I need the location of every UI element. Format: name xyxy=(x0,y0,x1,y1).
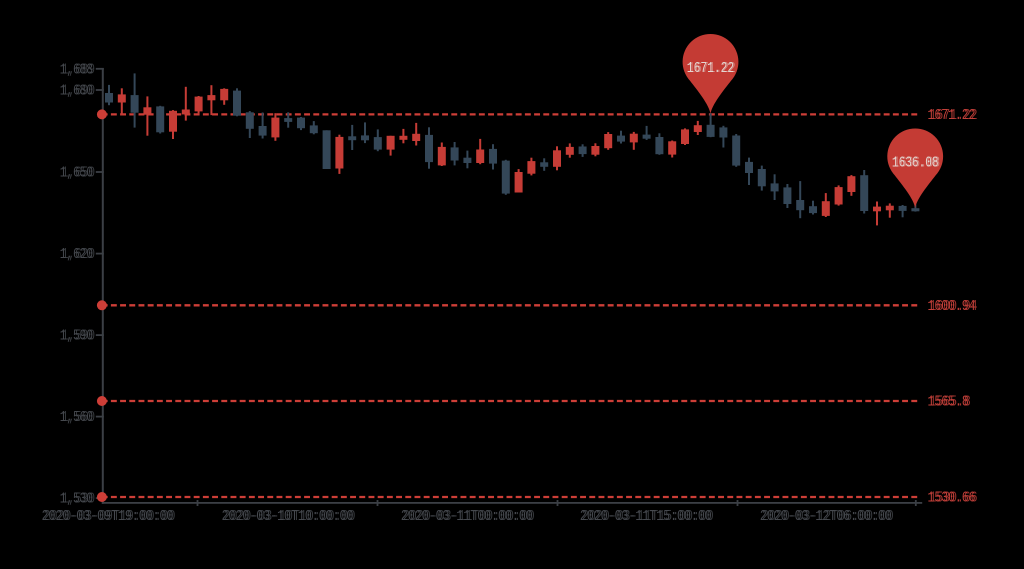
svg-text:1636.08: 1636.08 xyxy=(893,154,940,171)
svg-text:2020-03-09T19:00:00: 2020-03-09T19:00:00 xyxy=(42,508,174,525)
svg-text:1600.94: 1600.94 xyxy=(928,298,976,315)
svg-text:1565.8: 1565.8 xyxy=(930,394,971,411)
svg-text:1,590: 1,590 xyxy=(62,328,95,345)
svg-text:2020-03-11T00:00:00: 2020-03-11T00:00:00 xyxy=(403,508,535,525)
svg-text:1,620: 1,620 xyxy=(62,246,95,263)
svg-text:2020-03-12T06:00:00: 2020-03-12T06:00:00 xyxy=(762,508,894,525)
svg-text:1,680: 1,680 xyxy=(60,83,93,100)
svg-text:2020-03-09T19:00:00: 2020-03-09T19:00:00 xyxy=(44,508,176,525)
svg-text:1565.8: 1565.8 xyxy=(928,394,969,411)
svg-text:2020-03-11T15:00:00: 2020-03-11T15:00:00 xyxy=(580,508,712,525)
svg-text:1530.66: 1530.66 xyxy=(930,490,978,507)
svg-text:1671.22: 1671.22 xyxy=(930,107,978,124)
svg-text:1636.08: 1636.08 xyxy=(892,154,939,171)
svg-text:1,650: 1,650 xyxy=(62,165,95,182)
svg-text:1,530: 1,530 xyxy=(60,491,93,508)
svg-text:1,650: 1,650 xyxy=(60,165,93,182)
svg-text:1,690: 1,690 xyxy=(62,83,95,100)
svg-text:2020-03-12T06:00:00: 2020-03-12T06:00:00 xyxy=(760,508,892,525)
svg-text:1,530: 1,530 xyxy=(62,491,95,508)
svg-text:1,590: 1,590 xyxy=(60,328,93,345)
svg-text:2020-03-10T10:00:00: 2020-03-10T10:00:00 xyxy=(224,508,356,525)
svg-text:1,620: 1,620 xyxy=(60,246,93,263)
svg-text:1,560: 1,560 xyxy=(60,409,93,426)
svg-text:1600.94: 1600.94 xyxy=(930,298,978,315)
svg-text:1671.22: 1671.22 xyxy=(687,60,734,77)
svg-text:1671.22: 1671.22 xyxy=(928,107,976,124)
svg-text:1530.66: 1530.66 xyxy=(928,490,976,507)
svg-text:1,560: 1,560 xyxy=(62,409,95,426)
svg-text:2020-03-11T00:00:00: 2020-03-11T00:00:00 xyxy=(401,508,533,525)
svg-text:1671.22: 1671.22 xyxy=(688,60,735,77)
svg-text:2020-03-10T10:00:00: 2020-03-10T10:00:00 xyxy=(222,508,354,525)
svg-text:1,689: 1,689 xyxy=(62,61,95,78)
svg-text:1,688: 1,688 xyxy=(60,61,93,78)
svg-text:2020-03-11T15:00:00: 2020-03-11T15:00:00 xyxy=(582,508,714,525)
